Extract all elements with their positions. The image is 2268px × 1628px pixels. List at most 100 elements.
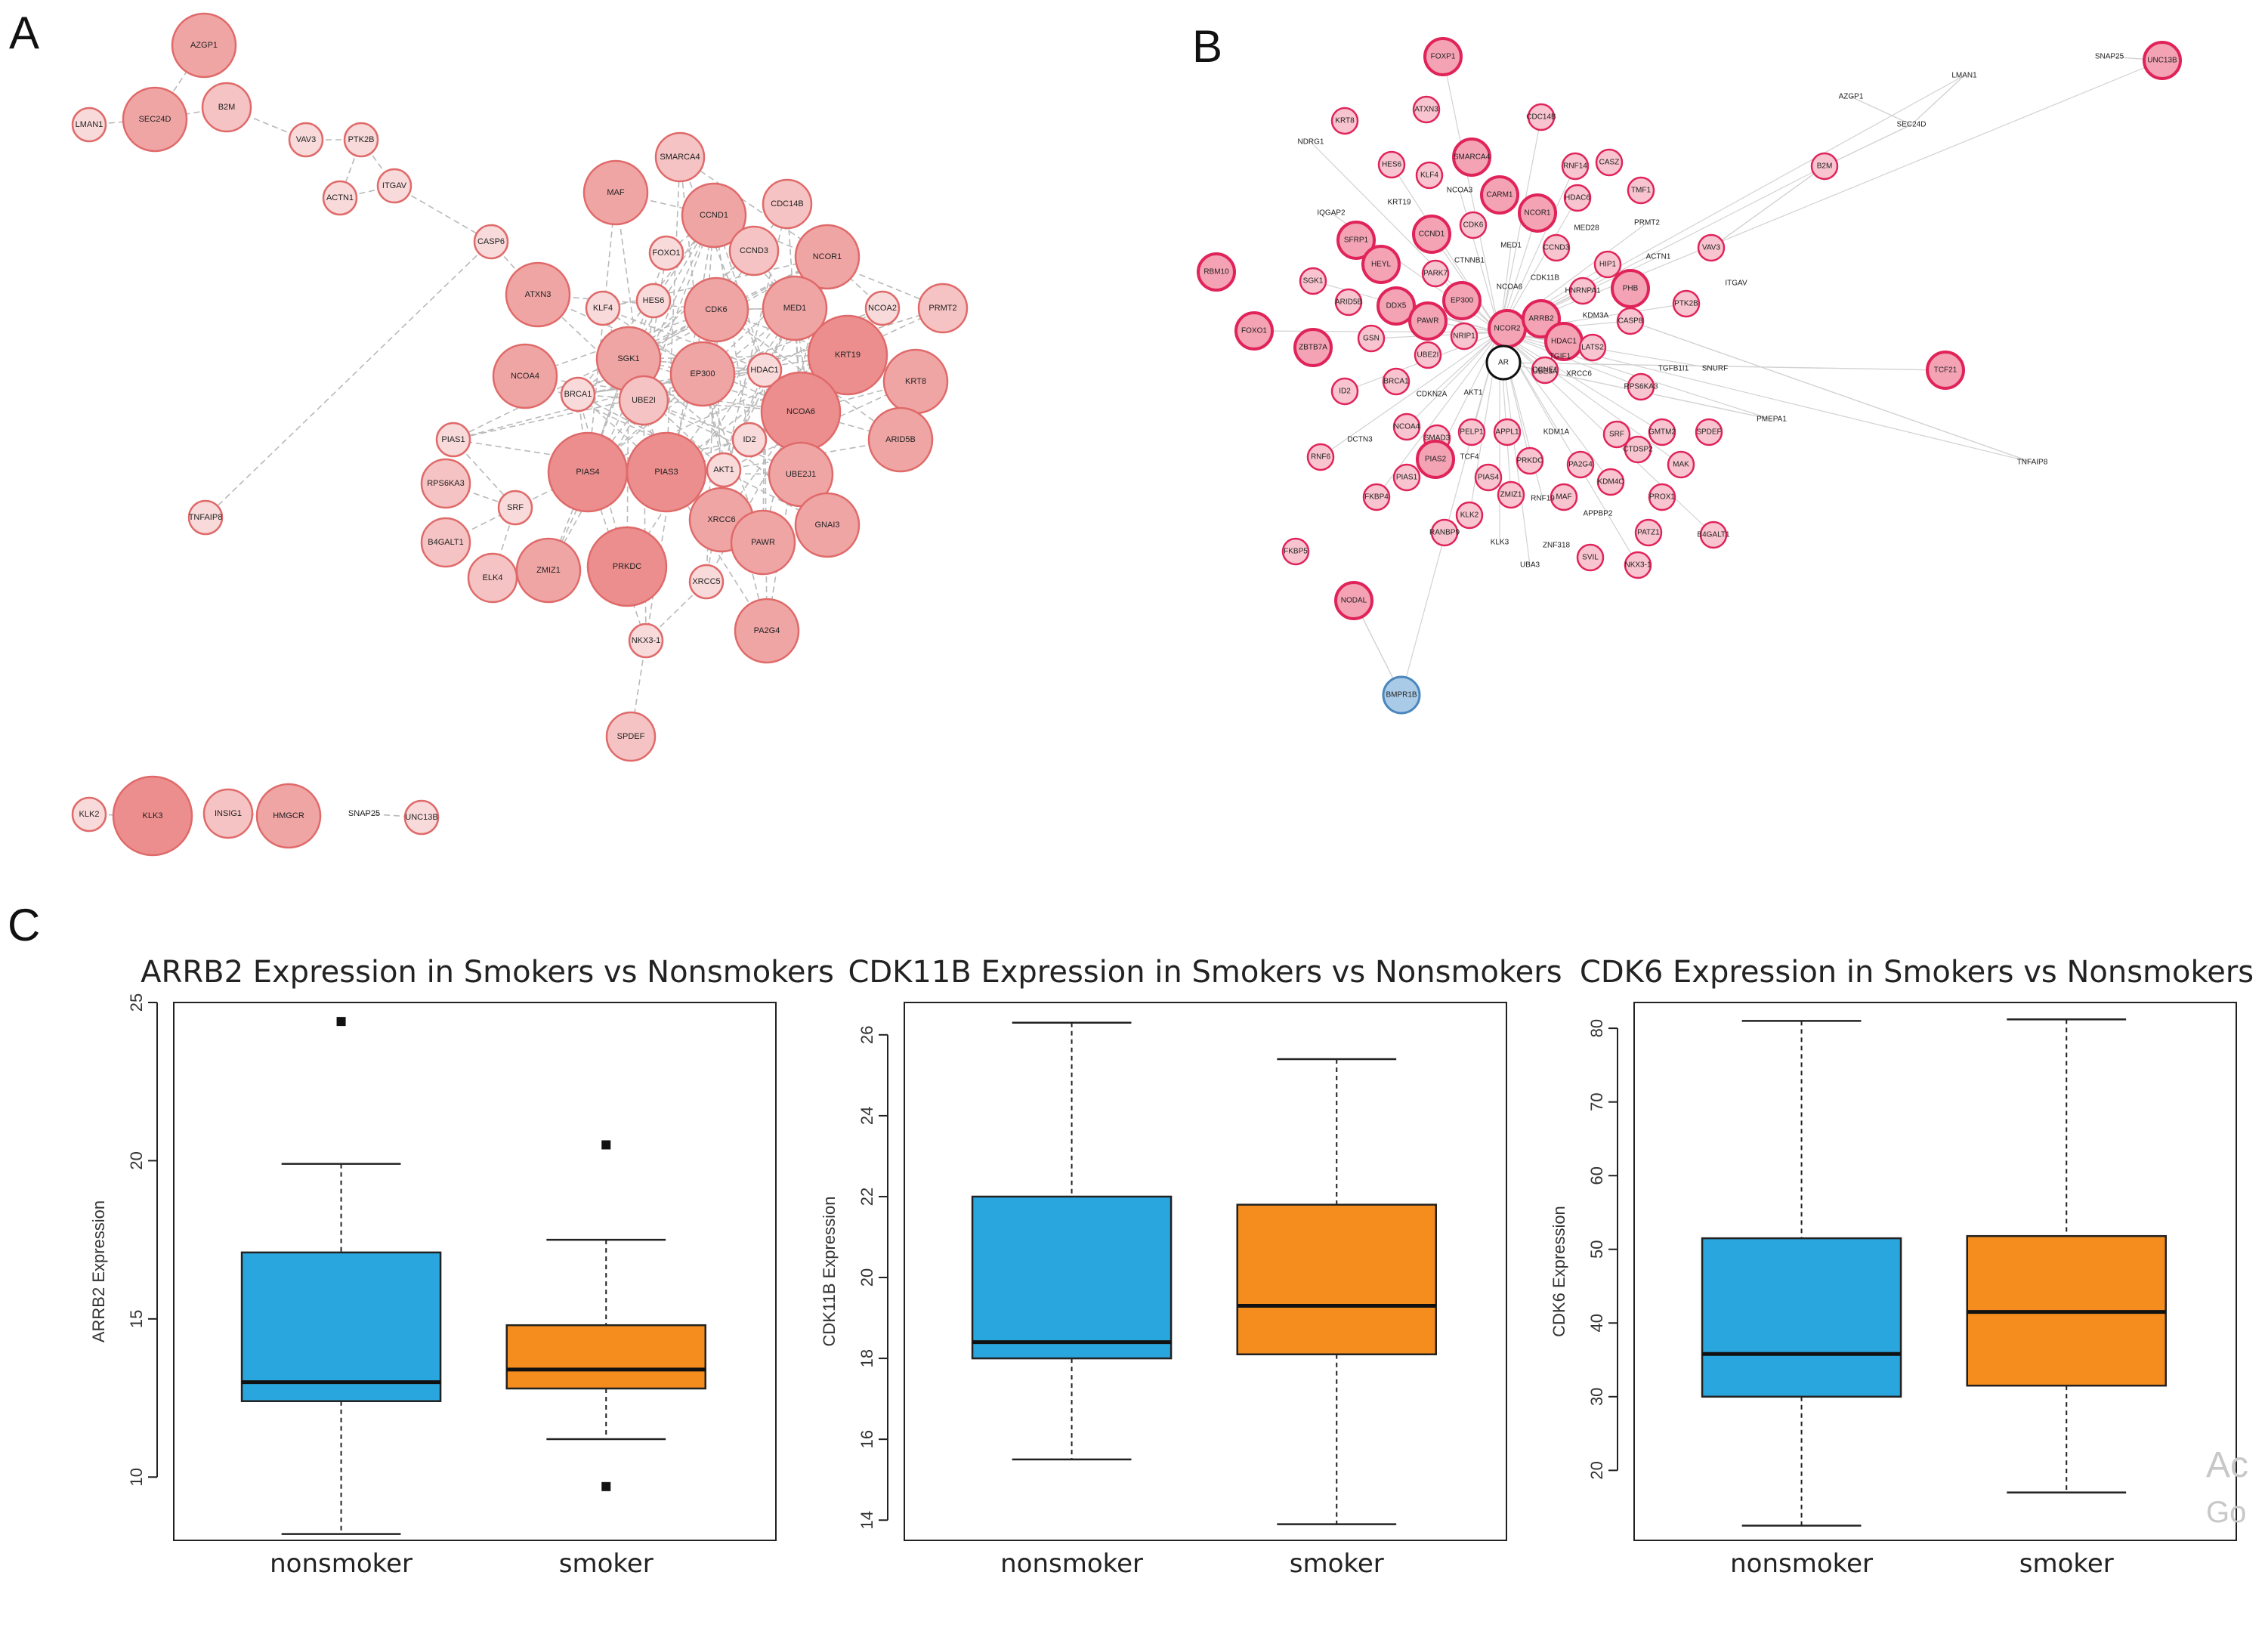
network-b-node-lats2: LATS2 — [1578, 333, 1607, 362]
network-b-node-spdef: SPDEF — [1695, 418, 1723, 446]
network-b-node-circle — [1459, 211, 1488, 239]
network-b-node-azgp1: AZGP1 — [1839, 93, 1864, 101]
network-a-node-circle — [681, 182, 747, 249]
network-a-node-label: FOXO1 — [652, 249, 680, 258]
network-b-node-label: MAK — [1673, 461, 1689, 469]
network-b-node-circle — [1334, 288, 1363, 317]
network-b-node-label: DCTN3 — [1347, 436, 1373, 444]
network-a-node-circle — [71, 107, 107, 143]
network-b-node-circle — [1542, 233, 1571, 262]
network-b-node-circle — [1293, 328, 1333, 367]
network-b-node-circle — [1450, 322, 1479, 351]
network-b-edge — [1499, 116, 1542, 333]
network-b-node-tcf21: TCF21 — [1926, 351, 1965, 390]
network-a-node-ccnd1: CCND1 — [681, 182, 747, 249]
y-tick-label: 20 — [857, 1268, 876, 1287]
network-a-node-rps6ka3: RPS6KA3 — [420, 458, 471, 509]
network-b-node-dctn3: DCTN3 — [1347, 436, 1373, 444]
network-b-node-tmf1: TMF1 — [1627, 176, 1655, 205]
network-b-node-label: PAWR — [1417, 317, 1439, 326]
network-b-node-circle — [1357, 324, 1386, 353]
network-b-edge — [1442, 56, 1500, 333]
network-b-node-ncoa3: NCOA3 — [1447, 187, 1473, 195]
network-b-node-rnf6: RNF6 — [1306, 443, 1335, 471]
network-a-node-circle — [864, 290, 901, 326]
network-b-node-ddx5: DDX5 — [1377, 286, 1416, 326]
network-a-node-circle — [71, 796, 107, 833]
network-b-node-circle — [1361, 245, 1401, 284]
network-a-node-label: GNAI3 — [814, 521, 839, 530]
network-b-node-circle — [1412, 95, 1441, 124]
network-b-node-circle — [1593, 250, 1622, 279]
network-b-node-prox1: PROX1 — [1648, 483, 1676, 511]
network-b-node-sgk1: SGK1 — [1299, 267, 1327, 295]
network-b-node-hes6: HES6 — [1377, 150, 1406, 179]
boxplot-cdk6: CDK6 Expression in Smokers vs Nonsmokers… — [1550, 955, 2254, 1579]
network-b-node-label: NCOA3 — [1447, 187, 1473, 195]
outlier-point — [336, 1017, 346, 1027]
network-b-node-ccnd3: CCND3 — [1542, 233, 1571, 262]
network-b-node-label: B4GALT1 — [1697, 531, 1730, 539]
network-b-node-pias1: PIAS1 — [1392, 463, 1421, 492]
network-b-node-circle — [1392, 463, 1421, 492]
network-b-node-label: CASZ — [1599, 159, 1620, 167]
network-a-node-unc13b: UNC13B — [403, 799, 440, 836]
network-a-node-b2m: B2M — [201, 82, 252, 133]
network-a-node-circle — [746, 352, 783, 388]
network-b-edge — [1499, 332, 1682, 465]
network-b-node-label: RBM10 — [1204, 268, 1229, 276]
network-b-node-label: GMTM2 — [1648, 428, 1676, 437]
network-a-node-klf4: KLF4 — [585, 290, 621, 326]
network-b-node-label: APPBP2 — [1584, 510, 1613, 518]
network-b-node-circle — [1697, 233, 1726, 262]
network-b-node-label: NODAL — [1341, 597, 1367, 605]
y-tick-label: 50 — [1587, 1240, 1606, 1258]
network-a-node-label: KLF4 — [593, 304, 613, 313]
network-a-node-pa2g4: PA2G4 — [734, 598, 800, 664]
network-b-node-fkbp5: FKBP5 — [1281, 537, 1310, 566]
network-a-node-label: XRCC5 — [692, 577, 720, 586]
chart-title: ARRB2 Expression in Smokers vs Nonsmoker… — [141, 955, 834, 990]
network-a-node-label: KRT8 — [905, 377, 926, 386]
network-a-node-pias1: PIAS1 — [435, 422, 471, 458]
network-b-node-circle — [1576, 543, 1605, 572]
outlier-point — [601, 1140, 611, 1150]
plot-frame — [173, 1002, 777, 1541]
network-a-edge — [666, 156, 681, 473]
network-b-node-circle — [1527, 103, 1556, 131]
network-b-node-unc13b: UNC13B — [2143, 41, 2182, 80]
network-a-node-label: UNC13B — [405, 813, 437, 822]
network-a-node-circle — [669, 341, 736, 407]
network-b-node-label: SRF — [1609, 431, 1624, 439]
network-a-node-circle — [497, 490, 533, 526]
network-b-node-label: ZMIZ1 — [1500, 491, 1522, 499]
network-b-edge — [1499, 332, 1716, 369]
network-a-node-ube2i: UBE2I — [618, 375, 669, 426]
network-b-node-label: KDM1A — [1543, 428, 1570, 437]
network-b-node-pmepa1: PMEPA1 — [1757, 415, 1787, 424]
network-a-node-ccnd3: CCND3 — [728, 225, 780, 276]
network-b-node-circle — [1412, 215, 1451, 254]
network-b-node-label: MED1 — [1500, 242, 1522, 250]
network-b-node-label: CCND3 — [1543, 244, 1570, 252]
network-b-node-label: RNF6 — [1311, 453, 1331, 462]
network-b-node-prmt2: PRMT2 — [1634, 219, 1660, 227]
network-b-node-label: NCOR1 — [1524, 209, 1550, 218]
network-b-node-label: CCND1 — [1419, 230, 1445, 239]
network-a-edge — [587, 192, 616, 473]
network-a-node-label: HMGCR — [273, 811, 304, 820]
network-b-node-pa2g4: PA2G4 — [1566, 450, 1595, 479]
network-a-node-circle — [171, 12, 237, 79]
network-b-node-circle — [1474, 463, 1503, 492]
network-a-node-pias3: PIAS3 — [626, 431, 707, 513]
network-a-node-hes6: HES6 — [635, 283, 672, 319]
y-tick-label: 22 — [857, 1188, 876, 1206]
network-b-node-circle — [1336, 221, 1376, 260]
network-a-node-circle — [762, 178, 813, 230]
network-b-node-pias2: PIAS2 — [1416, 440, 1455, 479]
network-b-node-ncoa6: NCOA6 — [1497, 283, 1523, 292]
network-a-node-label: SEC24D — [139, 115, 171, 124]
boxplot-arrb2: ARRB2 Expression in Smokers vs Nonsmoker… — [89, 955, 834, 1579]
network-a-node-label: PIAS4 — [576, 468, 599, 477]
network-b-node-circle — [1306, 443, 1335, 471]
